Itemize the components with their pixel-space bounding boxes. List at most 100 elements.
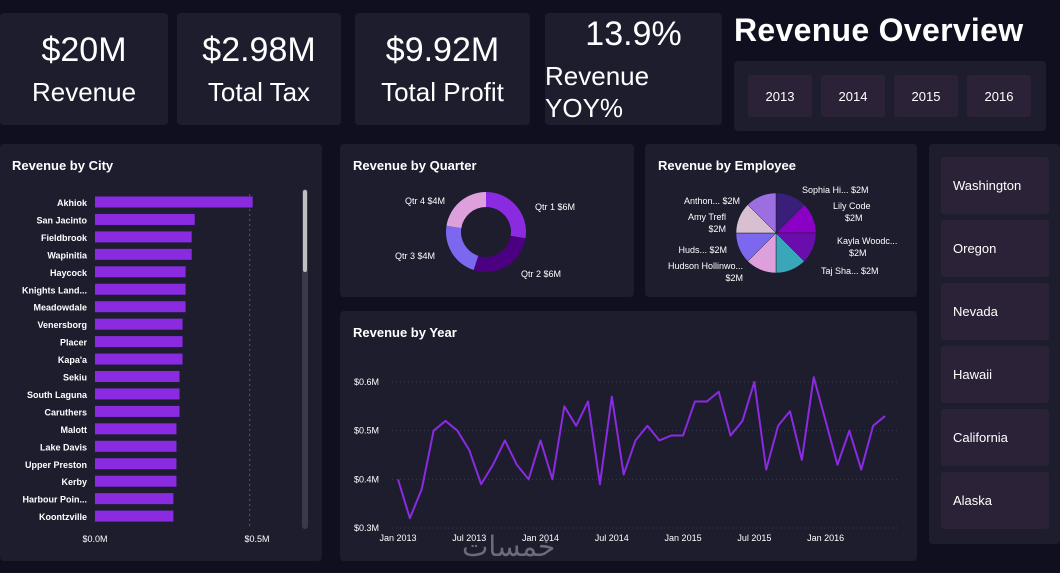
x-tick-label: Jan 2014 — [522, 533, 559, 543]
city-label: Wapinitia — [47, 250, 88, 260]
city-bar — [95, 318, 183, 330]
kpi-card-total-profit: $9.92M Total Profit — [355, 13, 530, 125]
chart-title: Revenue by Quarter — [353, 158, 477, 173]
city-bar — [95, 458, 177, 470]
kpi-label: Revenue YOY% — [545, 61, 650, 123]
quarter-label: Qtr 3 $4M — [395, 251, 435, 261]
kpi-card-total-tax: $2.98M Total Tax — [177, 13, 341, 125]
city-label: Meadowdale — [33, 303, 87, 313]
kpi-value: $20M — [41, 31, 127, 69]
revenue-by-employee-chart: Sophia Hi... $2M Lily Code $2M Kayla Woodc.… — [668, 185, 897, 283]
city-bar — [95, 266, 186, 278]
revenue-line — [397, 376, 886, 520]
city-label: Venersborg — [37, 320, 87, 330]
city-bar — [95, 196, 253, 208]
city-bar — [95, 493, 174, 505]
city-label: Sekiu — [63, 373, 87, 383]
year-button-2014[interactable]: 2014 — [821, 75, 885, 117]
year-slicer: 2013 2014 2015 2016 — [734, 61, 1046, 131]
employee-slice — [747, 192, 777, 234]
year-button-2013[interactable]: 2013 — [748, 75, 812, 117]
city-bar — [95, 388, 180, 400]
employee-label: Amy Trefl $2M — [688, 212, 726, 234]
chart-title: Revenue by Employee — [658, 158, 796, 173]
city-label: Upper Preston — [25, 460, 87, 470]
revenue-by-city-chart: Akhiok San Jacinto Fieldbrook Wapinitia Hayc… — [22, 189, 308, 544]
x-tick-label: Jan 2015 — [665, 533, 702, 543]
watermark: خمسات — [462, 530, 556, 563]
quarter-label: Qtr 2 $6M — [521, 269, 561, 279]
city-label: Akhiok — [57, 198, 88, 208]
city-label: Haycock — [50, 268, 88, 278]
state-button-oregon[interactable]: Oregon — [941, 220, 1049, 277]
city-label: Malott — [61, 425, 88, 435]
state-button-hawaii[interactable]: Hawaii — [941, 346, 1049, 403]
x-tick-label: Jan 2013 — [379, 533, 416, 543]
revenue-by-quarter-panel: Revenue by Quarter Qtr 1 $6M Qtr 2 $6M Qtr… — [340, 144, 634, 297]
city-bar — [95, 405, 180, 417]
kpi-card-revenue: $20M Revenue — [0, 13, 168, 125]
city-bar — [95, 423, 177, 435]
quarter-slice — [446, 225, 479, 271]
revenue-by-city-panel: Revenue by City Akhiok San Jacinto Fieldbr… — [0, 144, 322, 561]
year-button-2015[interactable]: 2015 — [894, 75, 958, 117]
state-button-nevada[interactable]: Nevada — [941, 283, 1049, 340]
employee-label: Kayla Woodc... $2M — [837, 236, 897, 258]
y-tick-label: $0.5M — [354, 426, 379, 436]
page-title: Revenue Overview — [734, 12, 1024, 48]
kpi-value: $9.92M — [385, 31, 500, 69]
y-tick-label: $0.3M — [354, 523, 379, 533]
city-bar — [95, 213, 195, 225]
scrollbar-thumb[interactable] — [303, 190, 307, 272]
city-bar — [95, 510, 174, 522]
x-tick-label: Jan 2016 — [807, 533, 844, 543]
city-bar — [95, 301, 186, 313]
revenue-by-quarter-chart: Qtr 1 $6M Qtr 2 $6M Qtr 3 $4M Qtr 4 $4M — [395, 192, 575, 279]
city-label: South Laguna — [27, 390, 88, 400]
x-tick-label: Jul 2015 — [737, 533, 771, 543]
quarter-slice — [446, 192, 486, 229]
x-tick-label: Jul 2014 — [595, 533, 629, 543]
employee-label: Taj Sha... $2M — [821, 266, 879, 276]
quarter-slice — [486, 192, 526, 239]
city-bar — [95, 248, 192, 260]
x-tick-label: Jul 2013 — [452, 533, 486, 543]
quarter-label: Qtr 4 $4M — [405, 196, 445, 206]
city-label: San Jacinto — [36, 215, 87, 225]
city-label: Lake Davis — [40, 442, 87, 452]
city-bar — [95, 353, 183, 365]
year-button-2016[interactable]: 2016 — [967, 75, 1031, 117]
city-bar — [95, 371, 180, 382]
quarter-slice — [473, 235, 526, 272]
kpi-label: Total Tax — [207, 77, 311, 107]
kpi-label: Total Profit — [381, 77, 504, 107]
x-tick-label: $0.5M — [244, 534, 269, 544]
city-bar — [95, 336, 183, 348]
employee-label: Anthon... $2M — [684, 196, 740, 206]
city-label: Koontzville — [39, 512, 87, 522]
employee-label: Sophia Hi... $2M — [802, 185, 869, 195]
city-label: Kerby — [61, 477, 87, 487]
revenue-by-year-chart: $0.3M $0.4M $0.5M $0.6M Jan 2013 Jul 2013 Jan … — [354, 376, 900, 543]
quarter-label: Qtr 1 $6M — [535, 202, 575, 212]
kpi-value: $2.98M — [202, 31, 316, 69]
employee-label: Huds... $2M — [678, 245, 727, 255]
state-button-alaska[interactable]: Alaska — [941, 472, 1049, 529]
city-bar — [95, 283, 186, 295]
revenue-by-employee-panel: Revenue by Employee Sophia Hi... $2M Lily… — [645, 144, 917, 297]
kpi-value: 13.9% — [585, 15, 682, 53]
city-label: Placer — [60, 338, 88, 348]
kpi-card-revenue-yoy: 13.9% Revenue YOY% — [545, 13, 722, 125]
x-tick-label: $0.0M — [82, 534, 107, 544]
city-label: Harbour Poin... — [22, 495, 87, 505]
employee-label: Hudson Hollinwo... $2M — [668, 261, 743, 283]
kpi-label: Revenue — [31, 77, 137, 107]
city-label: Fieldbrook — [41, 233, 88, 243]
scrollbar-track — [302, 189, 308, 529]
state-button-washington[interactable]: Washington — [941, 157, 1049, 214]
state-button-california[interactable]: California — [941, 409, 1049, 466]
city-label: Knights Land... — [22, 285, 87, 295]
city-label: Caruthers — [44, 407, 87, 417]
city-label: Kapa'a — [58, 355, 88, 365]
city-bar — [95, 475, 177, 487]
